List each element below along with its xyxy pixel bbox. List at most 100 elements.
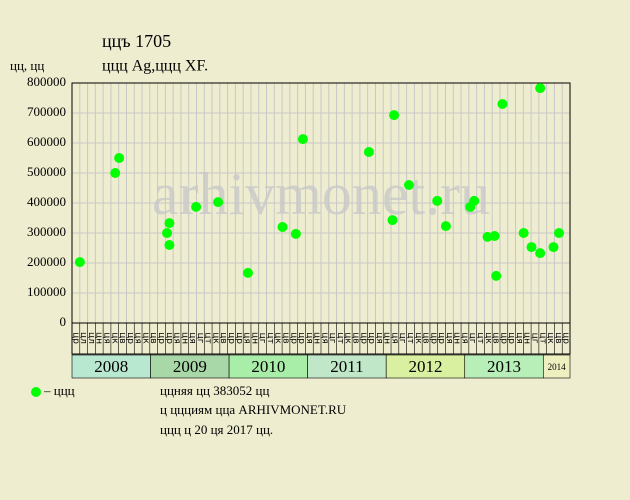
month-label: ця [187,332,197,344]
month-label: цв [553,332,563,343]
data-point [469,195,480,206]
month-label: цт [265,332,275,343]
month-label: цн [249,332,259,344]
data-point [497,99,508,109]
month-label: ця [133,332,143,344]
data-point [191,201,202,212]
month-label: цг [195,333,205,344]
y-tick-label: 300000 [27,224,66,239]
month-label: цт [475,332,485,343]
year-label: 2009 [173,357,207,376]
month-label: цн [452,332,462,344]
data-point [164,240,175,250]
month-label: ця [389,332,399,344]
watermark: arhivmonet.ru [152,161,490,227]
month-label: цр [498,332,508,344]
month-label: цн [312,332,322,344]
month-label: цр [436,332,446,344]
month-label: цн [179,332,189,344]
month-label: цр [366,332,376,344]
data-point [554,228,565,238]
note: ццняя цц 383052 цц [160,383,269,398]
month-label: цг [467,333,477,344]
plot: црцлцлцнцяцкцвцрцяцкцвцрцрцяцнцяцгцтцкцв… [27,74,571,379]
month-label: ця [444,332,454,344]
y-tick-label: 600000 [27,134,66,149]
year-label: 2008 [94,357,128,376]
month-label: цр [296,332,306,344]
month-label: цл [86,332,96,344]
data-point [403,180,414,190]
month-label: цр [561,332,571,344]
month-label: цг [327,333,337,344]
month-label: цг [529,333,539,344]
month-label: цв [117,332,127,343]
y-tick-label: 0 [60,314,67,329]
month-label: ця [459,332,469,344]
y-tick-label: 700000 [27,104,66,119]
data-point [363,147,374,157]
month-label: цр [506,332,516,344]
month-label: цт [537,332,547,343]
plot-frame [71,82,571,355]
year-label: 2012 [408,357,442,376]
month-label: цт [203,332,213,343]
year-label: 2011 [330,357,363,376]
y-tick-label: 800000 [27,74,66,89]
data-point [518,228,529,238]
year-label: 2010 [251,357,285,376]
chart-subtitle: ццц Ag,ццц XF. [102,58,208,75]
month-label: цг [257,333,267,344]
month-label: цн [382,332,392,344]
data-point [535,83,546,94]
data-point [110,168,121,178]
y-tick-label: 200000 [27,254,66,269]
month-label: цр [156,332,166,344]
month-label: цт [405,332,415,343]
legend-marker [31,387,41,397]
data-point [548,242,559,253]
month-label: цв [351,332,361,343]
y-axis-label: цц, цц [10,58,44,73]
data-point [387,215,398,226]
month-label: цр [70,332,80,344]
data-point [114,153,125,163]
data-point [242,267,253,278]
month-label: цн [522,332,532,344]
data-point [526,242,537,253]
month-label: цк [545,332,555,344]
data-point [277,222,288,232]
month-label: цк [273,332,283,344]
month-label: цн [94,332,104,344]
month-label: цр [226,332,236,344]
month-label: цр [358,332,368,344]
month-label: цр [234,332,244,344]
month-label: цт [335,332,345,343]
month-label: ця [242,332,252,344]
month-label: ця [304,332,314,344]
y-tick-label: 100000 [27,284,66,299]
month-label: цк [140,332,150,344]
month-label: цв [148,332,158,343]
month-label: цр [288,332,298,344]
month-label: цк [413,332,423,344]
month-label: цр [125,332,135,344]
note: ц ццциям цца ARHIVMONET.RU [160,402,347,417]
month-label: цв [491,332,501,343]
month-label: ця [514,332,524,344]
month-label: цр [164,332,174,344]
y-tick-label: 500000 [27,164,66,179]
month-label: ця [102,332,112,344]
chart-title: ццъ 1705 [102,31,171,51]
data-point [297,134,308,145]
data-point [389,110,400,121]
month-label: ця [374,332,384,344]
year-band [542,354,571,379]
data-point [164,218,175,229]
month-label: ця [319,332,329,344]
month-label: цв [218,332,228,343]
month-label: цв [280,332,290,343]
month-label: цг [397,333,407,344]
data-point [440,221,451,232]
